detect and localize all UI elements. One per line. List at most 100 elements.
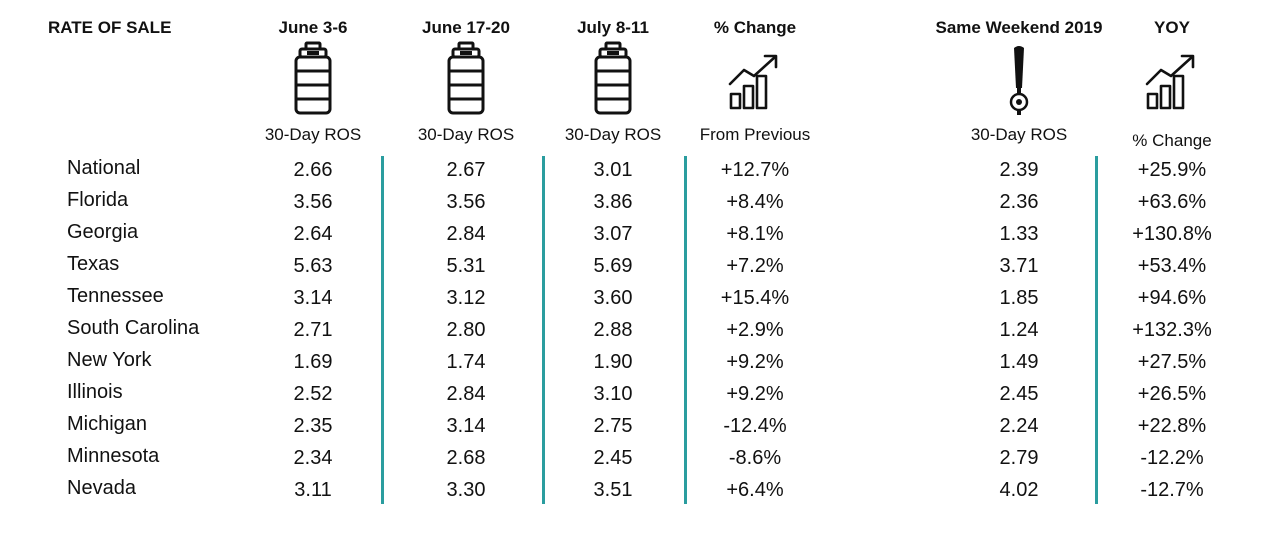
table-cell: 2.84 [446,383,486,405]
table-cell: -8.6% [728,447,782,469]
table-cell: +94.6% [1137,287,1207,309]
row-label: Florida [67,189,129,211]
table-cell: 3.12 [446,287,486,309]
table-title: RATE OF SALE [48,18,172,37]
table-cell: +53.4% [1137,255,1207,277]
table-cell: +130.8% [1132,223,1212,245]
table-cell: 1.74 [446,351,486,373]
column-subheader: % Change [1132,131,1212,150]
table-cell: 3.86 [593,191,633,213]
table-cell: +7.2% [726,255,784,277]
table-cell: 1.49 [999,351,1039,373]
row-label: Texas [67,253,120,275]
keg-icon [592,40,634,121]
table-cell: +9.2% [726,351,784,373]
column-subheader: From Previous [699,125,811,144]
table-cell: -12.2% [1140,447,1204,469]
column-divider [1095,156,1098,504]
row-label: Illinois [67,381,123,403]
table-cell: 2.64 [293,223,333,245]
table-cell: 1.24 [999,319,1039,341]
table-cell: 5.63 [293,255,333,277]
table-cell: 3.14 [293,287,333,309]
table-cell: +8.4% [726,191,784,213]
column-header: July 8-11 [577,18,649,37]
table-cell: +22.8% [1137,415,1207,437]
growth-chart-icon [1144,52,1200,117]
table-cell: 2.24 [999,415,1039,437]
table-cell: 2.34 [293,447,333,469]
table-cell: +26.5% [1137,383,1207,405]
table-cell: 3.56 [446,191,486,213]
table-cell: +63.6% [1137,191,1207,213]
row-label: National [67,157,141,179]
table-cell: 2.66 [293,159,333,181]
table-cell: 2.75 [593,415,633,437]
row-label: Minnesota [67,445,160,467]
table-cell: 2.35 [293,415,333,437]
table-cell: 3.30 [446,479,486,501]
column-subheader: 30-Day ROS [970,125,1068,144]
table-cell: +2.9% [726,319,784,341]
row-label: Georgia [67,221,139,243]
column-header: % Change [713,18,797,37]
table-cell: 5.69 [593,255,633,277]
column-divider [542,156,545,504]
column-header: June 3-6 [278,18,348,37]
table-cell: 2.80 [446,319,486,341]
table-cell: 3.07 [593,223,633,245]
table-cell: +25.9% [1137,159,1207,181]
growth-chart-icon [727,52,783,117]
table-cell: 4.02 [999,479,1039,501]
table-cell: -12.4% [723,415,787,437]
column-header: June 17-20 [422,18,510,37]
table-cell: 3.11 [294,479,332,501]
table-cell: 3.56 [293,191,333,213]
table-cell: 1.33 [999,223,1039,245]
column-header: YOY [1154,18,1190,37]
column-divider [684,156,687,504]
row-label: Tennessee [67,285,164,307]
table-cell: 2.45 [593,447,633,469]
table-cell: 3.10 [593,383,633,405]
table-cell: -12.7% [1140,479,1204,501]
table-cell: 5.31 [446,255,486,277]
table-cell: 3.14 [446,415,486,437]
table-cell: +27.5% [1137,351,1207,373]
table-cell: 3.01 [593,159,633,181]
row-label: New York [67,349,152,371]
table-cell: 2.84 [446,223,486,245]
table-cell: 2.88 [593,319,633,341]
column-subheader: 30-Day ROS [564,125,662,144]
table-cell: 2.68 [446,447,486,469]
table-cell: 2.39 [999,159,1039,181]
beer-tap-icon [1006,42,1032,123]
row-label: South Carolina [67,317,200,339]
table-cell: 3.60 [593,287,633,309]
table-cell: 2.52 [293,383,333,405]
table-cell: 2.36 [999,191,1039,213]
table-cell: 3.71 [999,255,1039,277]
table-cell: 2.45 [999,383,1039,405]
table-cell: 1.69 [293,351,333,373]
row-label: Michigan [67,413,148,435]
table-cell: 2.71 [293,319,333,341]
row-label: Nevada [67,477,136,499]
table-cell: 1.90 [593,351,633,373]
table-cell: +12.7% [720,159,790,181]
table-cell: +9.2% [726,383,784,405]
table-cell: 2.67 [446,159,486,181]
column-divider [381,156,384,504]
table-cell: +132.3% [1132,319,1212,341]
table-cell: 1.85 [999,287,1039,309]
table-cell: +8.1% [726,223,784,245]
table-cell: 3.51 [593,479,633,501]
table-cell: +6.4% [726,479,784,501]
table-cell: +15.4% [720,287,790,309]
keg-icon [292,40,334,121]
column-subheader: 30-Day ROS [264,125,362,144]
column-header: Same Weekend 2019 [935,18,1103,37]
column-subheader: 30-Day ROS [417,125,515,144]
table-cell: 2.79 [999,447,1039,469]
keg-icon [445,40,487,121]
